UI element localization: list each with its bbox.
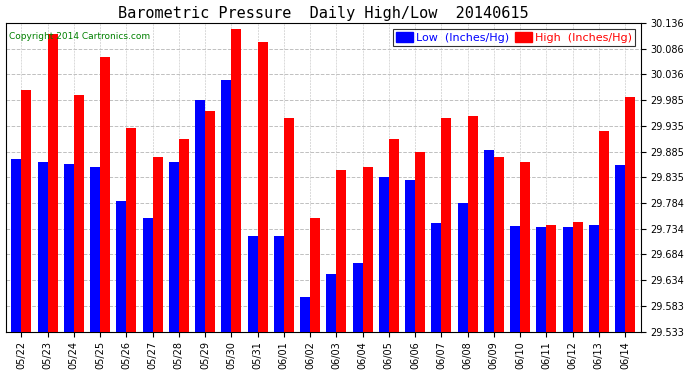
Bar [599, 131, 609, 332]
Bar [300, 297, 310, 332]
Bar [457, 202, 468, 332]
Bar [64, 164, 74, 332]
Bar [310, 218, 320, 332]
Legend: Low  (Inches/Hg), High  (Inches/Hg): Low (Inches/Hg), High (Inches/Hg) [393, 28, 635, 46]
Bar [274, 236, 284, 332]
Bar [100, 57, 110, 332]
Bar [231, 29, 241, 332]
Bar [536, 227, 546, 332]
Bar [336, 171, 346, 332]
Bar [520, 162, 530, 332]
Bar [21, 90, 31, 332]
Bar [431, 223, 442, 332]
Bar [152, 157, 163, 332]
Bar [257, 42, 268, 332]
Bar [379, 177, 389, 332]
Bar [353, 262, 362, 332]
Bar [468, 116, 477, 332]
Bar [248, 236, 257, 332]
Bar [143, 218, 152, 332]
Bar [169, 162, 179, 332]
Bar [625, 97, 635, 332]
Bar [284, 118, 294, 332]
Bar [117, 201, 126, 332]
Bar [484, 150, 494, 332]
Bar [362, 167, 373, 332]
Bar [205, 111, 215, 332]
Bar [546, 225, 556, 332]
Title: Barometric Pressure  Daily High/Low  20140615: Barometric Pressure Daily High/Low 20140… [118, 6, 529, 21]
Bar [494, 157, 504, 332]
Bar [415, 152, 425, 332]
Bar [510, 226, 520, 332]
Bar [11, 159, 21, 332]
Bar [442, 118, 451, 332]
Bar [389, 139, 399, 332]
Bar [48, 34, 57, 332]
Bar [221, 80, 231, 332]
Bar [589, 225, 599, 332]
Text: Copyright 2014 Cartronics.com: Copyright 2014 Cartronics.com [9, 32, 150, 41]
Bar [74, 95, 83, 332]
Bar [37, 162, 48, 332]
Bar [405, 180, 415, 332]
Bar [615, 165, 625, 332]
Bar [195, 100, 205, 332]
Bar [562, 227, 573, 332]
Bar [179, 139, 189, 332]
Bar [573, 222, 582, 332]
Bar [326, 274, 336, 332]
Bar [90, 167, 100, 332]
Bar [126, 129, 137, 332]
